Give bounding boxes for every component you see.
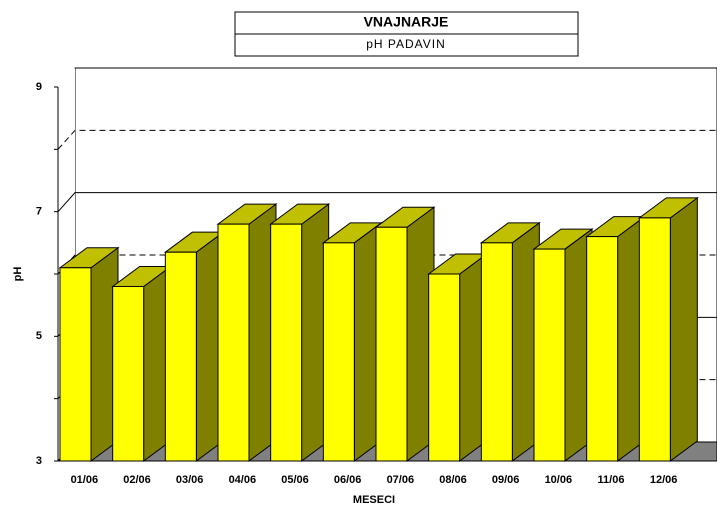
bar — [428, 273, 461, 462]
bar — [270, 223, 303, 462]
x-tick-label: 12/06 — [650, 474, 678, 486]
bar-side — [669, 196, 698, 462]
bar — [638, 217, 671, 462]
y-tick-label: 5 — [36, 330, 42, 342]
x-tick-label: 04/06 — [229, 474, 257, 486]
bar — [322, 242, 355, 462]
x-tick-label: 09/06 — [492, 474, 520, 486]
bar — [164, 251, 197, 462]
x-tick-label: 01/06 — [71, 474, 99, 486]
x-tick-label: 08/06 — [439, 474, 467, 486]
chart-title: VNAJNARJE — [364, 14, 449, 30]
y-tick-label: 3 — [36, 455, 42, 467]
y-axis-label: pH — [12, 267, 24, 282]
y-tick-label: 9 — [36, 81, 42, 93]
bar — [112, 285, 145, 462]
bar — [217, 223, 250, 462]
bar — [375, 226, 408, 462]
x-tick-label: 07/06 — [387, 474, 415, 486]
x-axis-label: MESECI — [353, 494, 395, 506]
grid-line — [57, 129, 717, 150]
grid-line — [57, 192, 717, 213]
x-tick-label: 10/06 — [545, 474, 573, 486]
x-tick-label: 11/06 — [598, 474, 625, 486]
x-tick-label: 03/06 — [176, 474, 204, 486]
x-tick-label: 02/06 — [123, 474, 151, 486]
bar — [59, 267, 92, 462]
y-tick-label: 7 — [36, 206, 42, 218]
x-tick-label: 06/06 — [334, 474, 362, 486]
bar — [533, 248, 566, 462]
bar — [480, 242, 513, 462]
x-tick-label: 05/06 — [281, 474, 309, 486]
chart-subtitle: pH PADAVIN — [366, 37, 446, 51]
bar — [586, 236, 619, 462]
